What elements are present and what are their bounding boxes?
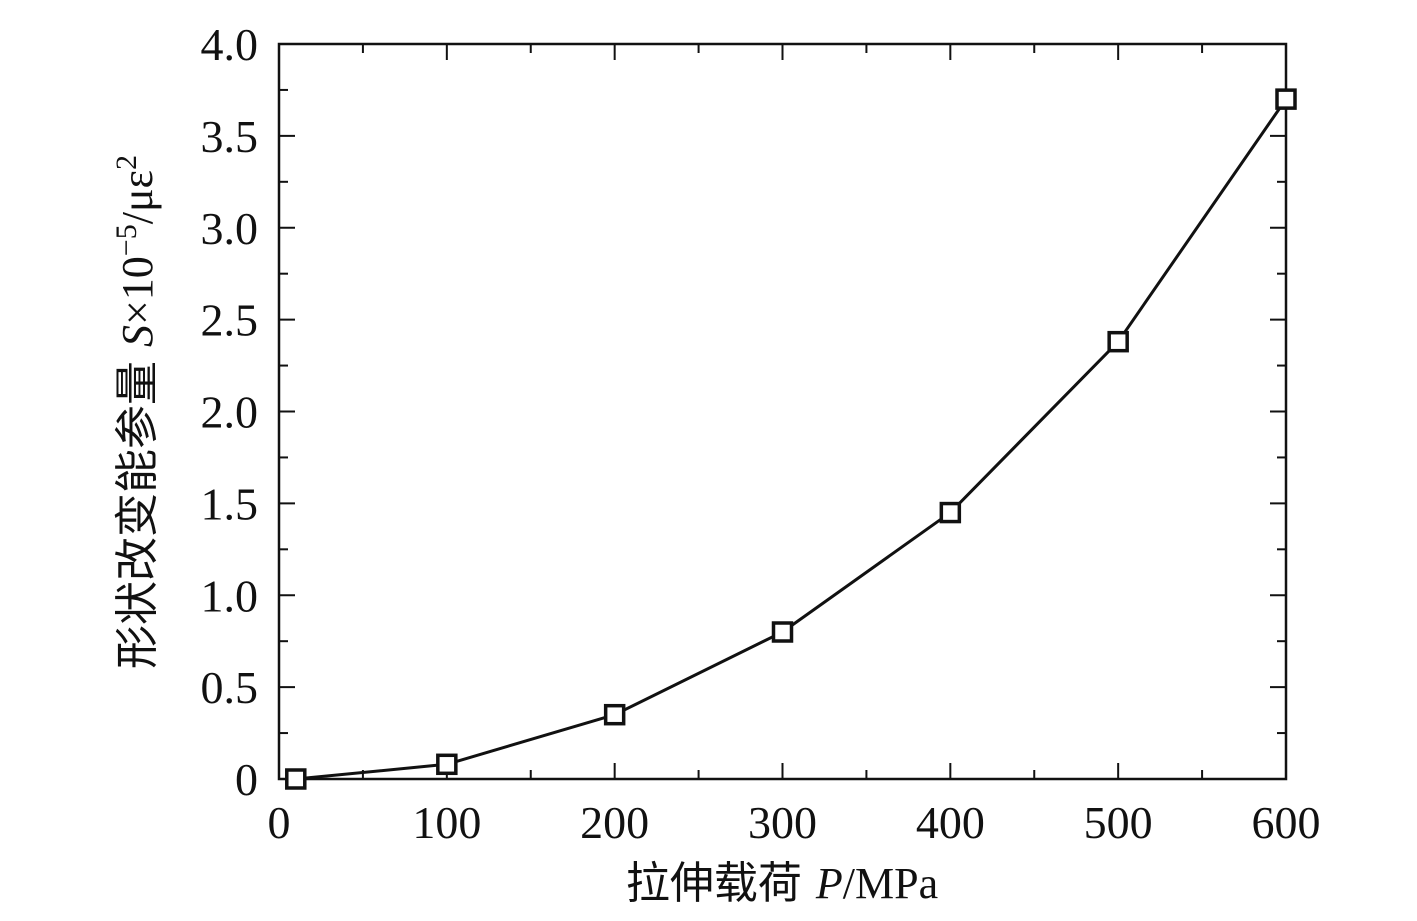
x-tick-label: 400 [916,797,985,848]
y-axis-title: 形状改变能参量 S×10−5/με2 [110,155,163,669]
data-point-marker [771,621,794,643]
x-tick-label: 600 [1252,797,1321,848]
data-point-marker [939,501,962,524]
series-layer [285,88,1297,790]
data-point-marker [1107,330,1129,353]
x-tick-label: 100 [412,797,481,848]
y-tick-label: 1.5 [201,478,259,529]
data-point-marker [436,753,458,776]
plot-frame [277,42,1288,781]
x-tick-label: 300 [748,797,817,848]
y-tick-label: 3.5 [201,111,259,162]
x-ticks [278,44,1287,779]
x-tick-label: 0 [268,797,291,848]
y-tick-labels: 0 0.5 1.0 1.5 2.0 2.5 3.0 3.5 4.0 [201,19,259,805]
data-point-marker [1275,88,1297,110]
x-axis-title: 拉伸载荷 P/MPa [626,858,938,909]
x-tick-label: 200 [580,797,649,848]
data-point-marker [603,703,626,726]
y-tick-label: 0 [235,754,258,805]
y-tick-label: 2.5 [201,295,259,346]
y-tick-label: 1.0 [201,570,259,621]
data-point-marker [285,768,307,790]
x-tick-labels: 0 100 200 300 400 500 600 [268,797,1321,848]
y-tick-label: 2.0 [201,387,259,438]
y-ticks [279,43,1286,780]
y-tick-label: 4.0 [201,19,259,70]
series-line [295,98,1288,781]
y-tick-label: 0.5 [201,662,259,713]
x-tick-label: 500 [1084,797,1153,848]
y-tick-label: 3.0 [201,203,259,254]
